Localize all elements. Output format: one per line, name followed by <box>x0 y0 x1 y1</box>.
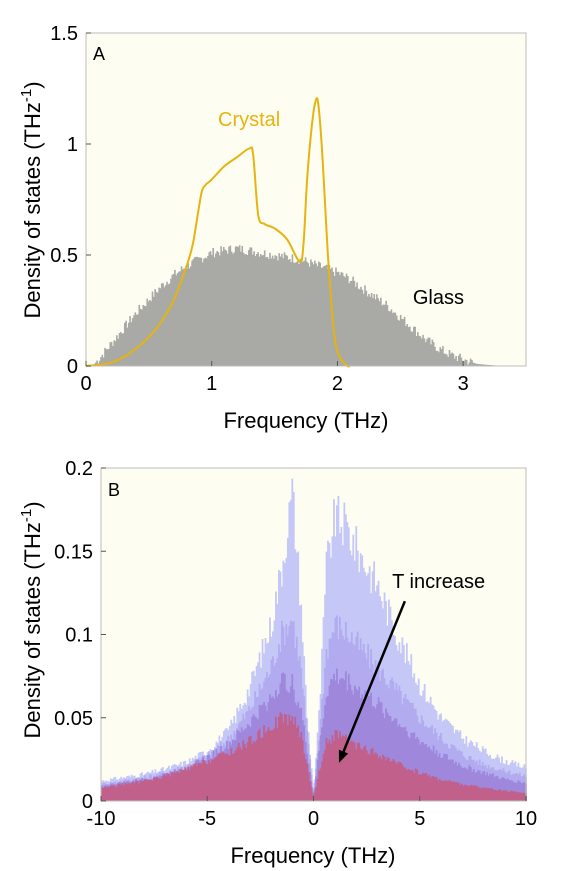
panel-a-y-axis-label-close: ) <box>20 81 45 88</box>
panel-a-axes: 0 1 2 3 0 0.5 1 1.5 <box>50 23 469 395</box>
panel-b-x-tick-label: -5 <box>198 808 216 830</box>
panel-b-x-tick-label: 5 <box>414 808 425 830</box>
panel-b-series <box>101 478 527 801</box>
t-increase-arrow <box>342 600 407 753</box>
glass-annotation: Glass <box>413 287 464 309</box>
panel-b-y-tick-label: 0.05 <box>54 708 93 730</box>
panel-b-y-axis-label-sup: -1 <box>18 509 35 522</box>
panel-a-y-tick-label: 0.5 <box>50 245 78 267</box>
panel-b-x-tick-label: 10 <box>515 808 537 830</box>
dos-histogram-4 <box>101 712 527 801</box>
panel-b-y-tick-label: 0.2 <box>65 458 93 480</box>
panel-b-y-axis-label-main: Density of states (THz <box>20 522 45 738</box>
panel-a: 0 1 2 3 0 0.5 1 1.5 A Frequency (THz) Density o… <box>18 23 527 433</box>
t-increase-arrowhead <box>338 749 349 763</box>
panel-a-y-axis-label-main: Density of states (THz <box>20 102 45 318</box>
panel-b-x-tick-label: -10 <box>87 808 116 830</box>
t-increase-annotation: T increase <box>392 571 485 593</box>
panel-b-x-axis-label: Frequency (THz) <box>230 843 395 868</box>
panel-b-y-tick-label: 0.15 <box>54 541 93 563</box>
panel-b-y-tick-label: 0.1 <box>65 625 93 647</box>
panel-a-series <box>85 97 502 368</box>
glass-histogram <box>92 245 502 366</box>
panel-b-y-axis-label: Density of states (THz-1) <box>18 501 45 738</box>
dos-histogram-1 <box>101 478 527 801</box>
panel-a-x-axis-label: Frequency (THz) <box>223 408 388 433</box>
panel-a-y-tick-label: 1.5 <box>50 23 78 45</box>
panel-b-y-tick-label: 0 <box>82 791 93 813</box>
panel-b-x-tick-label: 0 <box>308 808 319 830</box>
panel-a-label: A <box>93 44 105 64</box>
crystal-line <box>85 97 351 368</box>
panel-a-y-axis-label: Density of states (THz-1) <box>18 81 45 318</box>
panel-b: -10 -5 0 5 10 0 0.05 0.1 0.15 0.2 B Frequency (TH… <box>18 458 537 868</box>
plot-frame-a <box>85 32 527 367</box>
crystal-annotation: Crystal <box>218 109 280 131</box>
panel-a-x-tick-label: 3 <box>458 373 469 395</box>
panel-a-y-tick-label: 1 <box>67 134 78 156</box>
panel-a-y-axis-label-sup: -1 <box>18 89 35 102</box>
panel-b-y-axis-label-close: ) <box>20 501 45 508</box>
panel-a-y-tick-label: 0 <box>67 356 78 378</box>
panel-b-label: B <box>108 480 120 500</box>
panel-a-x-tick-label: 1 <box>206 373 217 395</box>
panel-a-x-tick-label: 0 <box>80 373 91 395</box>
panel-a-x-tick-label: 2 <box>332 373 343 395</box>
panel-b-axes: -10 -5 0 5 10 0 0.05 0.1 0.15 0.2 <box>54 458 537 830</box>
